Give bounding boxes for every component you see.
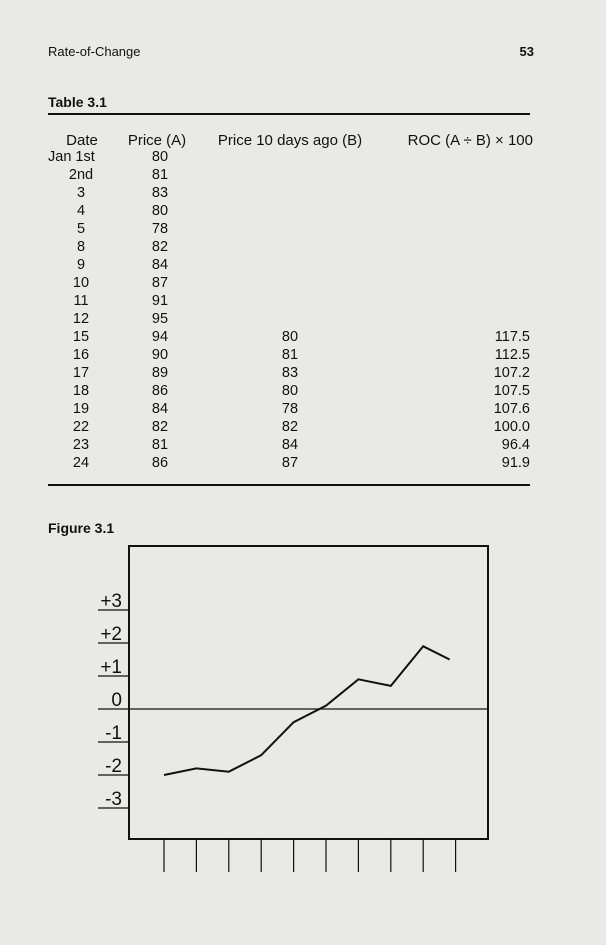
running-head: Rate-of-Change — [48, 44, 141, 59]
table-cell: 87 — [151, 275, 169, 291]
table-cell: 80 — [281, 329, 299, 345]
table-cell: 84 — [281, 437, 299, 453]
table-cell: 95 — [151, 311, 169, 327]
table-cell: 84 — [151, 257, 169, 273]
table-cell: 90 — [151, 347, 169, 363]
table-cell: 2nd — [68, 167, 94, 183]
table-cell: 11 — [73, 293, 89, 309]
table-cell: 86 — [151, 383, 169, 399]
table-cell: 81 — [151, 437, 169, 453]
table-cell: 19 — [72, 401, 90, 417]
table-cell: 3 — [76, 185, 86, 201]
table-cell: 100.0 — [493, 419, 530, 435]
y-tick-label: -1 — [105, 723, 122, 744]
table-cell: 4 — [76, 203, 86, 219]
table-cell: 82 — [281, 419, 299, 435]
page-number: 53 — [519, 44, 534, 59]
table-cell: 5 — [76, 221, 86, 237]
table-cell: 91.9 — [501, 455, 530, 471]
table-cell: 86 — [151, 455, 169, 471]
table-cell: 82 — [151, 239, 169, 255]
table-cell: 96.4 — [501, 437, 530, 453]
table-cell: 94 — [151, 329, 169, 345]
table-cell: 84 — [151, 401, 169, 417]
table-top-rule — [48, 113, 530, 115]
table-cell: 87 — [281, 455, 299, 471]
table-cell: 23 — [72, 437, 90, 453]
column-header: Date — [66, 132, 98, 149]
table-cell: 81 — [151, 167, 169, 183]
table-cell: 9 — [76, 257, 86, 273]
table-cell: 24 — [72, 455, 90, 471]
table-cell: 18 — [72, 383, 90, 399]
table-cell: Jan 1st — [48, 149, 95, 165]
column-header: Price (A) — [127, 132, 187, 149]
y-tick-label: -2 — [105, 756, 122, 777]
table-cell: 82 — [151, 419, 169, 435]
table-cell: 112.5 — [494, 347, 530, 363]
y-tick-label: +1 — [100, 657, 122, 678]
table-cell: 107.6 — [493, 401, 530, 417]
y-tick-label: 0 — [111, 690, 122, 711]
column-header: Price 10 days ago (B) — [217, 132, 363, 149]
table-cell: 107.5 — [493, 383, 530, 399]
table-title: Table 3.1 — [48, 94, 107, 110]
column-header: ROC (A ÷ B) × 100 — [407, 132, 533, 149]
table-cell: 117.5 — [494, 329, 530, 345]
figure-title: Figure 3.1 — [48, 520, 115, 536]
table-cell: 15 — [72, 329, 90, 345]
y-tick-label: -3 — [105, 789, 122, 810]
table-cell: 80 — [151, 149, 169, 165]
table-cell: 81 — [281, 347, 299, 363]
table-cell: 17 — [72, 365, 90, 381]
table-cell: 80 — [281, 383, 299, 399]
y-tick-label: +3 — [100, 591, 122, 612]
table-cell: 89 — [151, 365, 169, 381]
table-cell: 80 — [151, 203, 169, 219]
roc-line — [163, 645, 451, 776]
table-cell: 78 — [151, 221, 169, 237]
table-cell: 12 — [72, 311, 90, 327]
table-bottom-rule — [48, 484, 530, 486]
table-cell: 83 — [151, 185, 169, 201]
table-cell: 10 — [72, 275, 90, 291]
table-cell: 16 — [72, 347, 90, 363]
table-cell: 91 — [151, 293, 169, 309]
table-cell: 8 — [76, 239, 86, 255]
table-cell: 83 — [281, 365, 299, 381]
y-tick-label: +2 — [100, 624, 122, 645]
table-cell: 78 — [281, 401, 299, 417]
table-cell: 107.2 — [493, 365, 530, 381]
table-cell: 22 — [72, 419, 90, 435]
plot-frame — [128, 545, 489, 840]
